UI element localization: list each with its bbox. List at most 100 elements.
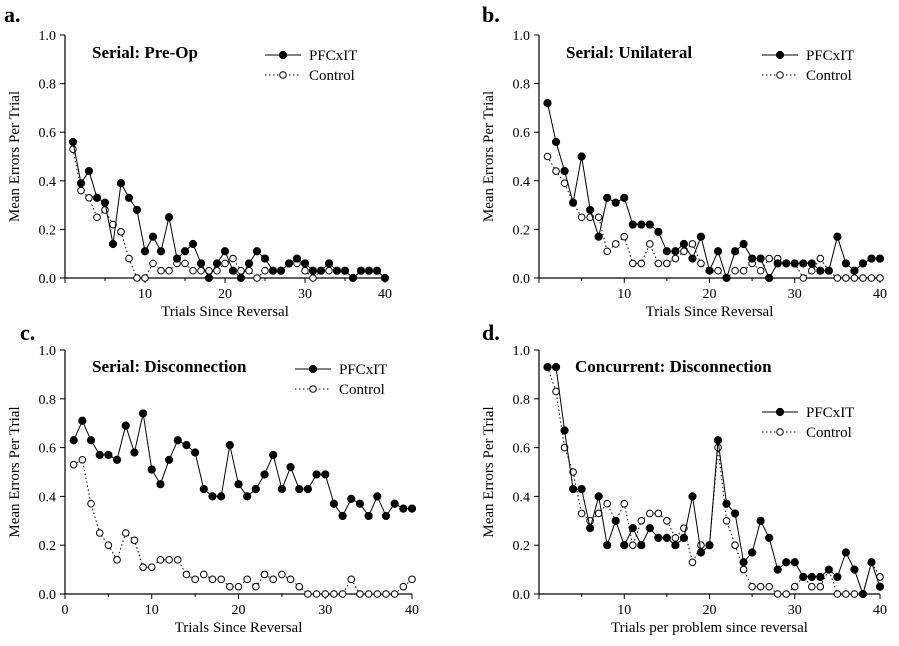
- control-point: [87, 499, 95, 508]
- x-tick-label: 40: [873, 603, 887, 618]
- control-point: [671, 534, 680, 542]
- pfcxit-point: [637, 541, 646, 550]
- pfcxit-point: [243, 492, 252, 501]
- control-point: [876, 274, 884, 282]
- control-point: [234, 582, 243, 591]
- control-point: [295, 582, 304, 591]
- pfcxit-point: [173, 436, 182, 445]
- control-point: [390, 590, 399, 598]
- pfcxit-point: [739, 239, 748, 249]
- x-tick-label: 20: [232, 603, 246, 618]
- pfcxit-point: [286, 463, 295, 472]
- control-point: [338, 590, 347, 598]
- pfcxit-point: [867, 254, 876, 263]
- pfcxit-point: [679, 239, 689, 249]
- control-point: [569, 468, 577, 476]
- y-tick-label: 0.6: [513, 442, 531, 457]
- pfcxit-point: [348, 273, 358, 283]
- pfcxit-point: [76, 179, 86, 188]
- control-point: [833, 590, 842, 598]
- pfcxit-point: [268, 266, 278, 275]
- pfcxit-point: [620, 193, 629, 202]
- legend-marker-pfcxit: [278, 50, 288, 60]
- y-tick-label: 0.6: [39, 442, 57, 457]
- x-tick-label: 30: [788, 287, 802, 302]
- control-point: [663, 517, 671, 525]
- control-point: [663, 259, 671, 268]
- control-point: [594, 213, 603, 222]
- pfcxit-point: [208, 492, 217, 501]
- control-point: [117, 228, 125, 236]
- pfcxit-point: [140, 247, 150, 256]
- pfcxit-point: [858, 259, 868, 268]
- control-point: [191, 575, 199, 584]
- control-point: [252, 582, 260, 591]
- x-tick-label: 0: [62, 603, 69, 618]
- control-point: [312, 590, 321, 598]
- chart-svg: b. Serial: Unilateral 0.0 0.2 0.4 0.6 0.8 1.0 10…: [481, 2, 887, 320]
- pfcxit-point: [577, 152, 586, 161]
- panel-letter: a.: [4, 2, 21, 27]
- control-point: [165, 556, 173, 564]
- control-point: [697, 541, 705, 549]
- pfcxit-point: [807, 572, 816, 582]
- pfcxit-point: [824, 565, 833, 574]
- pfcxit-point: [645, 524, 654, 533]
- pfcxit-point: [603, 193, 612, 202]
- pfcxit-point: [816, 572, 825, 582]
- pfcxit-point: [138, 409, 148, 418]
- panel-d: d. Concurrent: Disconnection 0.0 0.2 0.4 0.6 0…: [470, 320, 899, 646]
- pfcxit-point: [782, 259, 791, 268]
- pfcxit-point: [199, 484, 208, 494]
- x-tick-label: 10: [145, 603, 159, 618]
- series-line-control: [547, 366, 881, 595]
- control-point: [93, 213, 101, 222]
- pfcxit-point: [86, 436, 96, 445]
- pfcxit-point: [799, 572, 808, 582]
- control-point: [748, 582, 756, 591]
- legend-marker-control: [279, 71, 287, 79]
- y-tick-label: 1.0: [39, 344, 57, 359]
- control-point: [850, 590, 859, 598]
- control-point: [842, 590, 850, 598]
- pfcxit-point: [112, 455, 122, 464]
- legend-marker-pfcxit: [775, 407, 785, 417]
- pfcxit-point: [543, 362, 552, 372]
- control-point: [637, 259, 646, 268]
- pfcxit-point: [833, 572, 842, 582]
- x-tick-label: 10: [617, 603, 631, 618]
- pfcxit-point: [188, 239, 198, 249]
- control-point: [799, 274, 808, 282]
- pfcxit-point: [165, 455, 174, 464]
- pfcxit-point: [756, 516, 765, 525]
- y-tick-label: 1.0: [513, 29, 531, 44]
- legend-label-control: Control: [806, 68, 852, 84]
- control-point: [278, 570, 286, 579]
- pfcxit-point: [390, 499, 399, 508]
- pfcxit-point: [156, 247, 166, 256]
- pfcxit-point: [756, 254, 765, 263]
- pfcxit-point: [620, 541, 629, 550]
- pfcxit-point: [748, 548, 757, 557]
- pfcxit-point: [260, 470, 269, 479]
- legend-marker-control: [776, 71, 784, 79]
- y-tick-label: 0.2: [39, 539, 57, 554]
- pfcxit-point: [303, 484, 312, 494]
- pfcxit-point: [340, 266, 350, 275]
- pfcxit-point: [790, 259, 799, 268]
- control-point: [182, 570, 191, 579]
- pfcxit-point: [662, 533, 671, 542]
- control-point: [269, 575, 278, 584]
- pfcxit-point: [356, 266, 366, 275]
- control-point: [78, 456, 87, 464]
- pfcxit-point: [765, 273, 774, 283]
- panel-b: b. Serial: Unilateral 0.0 0.2 0.4 0.6 0.8 1.0 10…: [470, 0, 899, 330]
- control-point: [156, 556, 165, 564]
- pfcxit-point: [628, 524, 637, 533]
- pfcxit-point: [355, 499, 365, 508]
- control-point: [330, 590, 338, 598]
- control-point: [808, 266, 816, 275]
- y-axis-label: Mean Errors Per Trial: [481, 91, 497, 222]
- pfcxit-point: [713, 247, 723, 256]
- control-point: [181, 259, 189, 268]
